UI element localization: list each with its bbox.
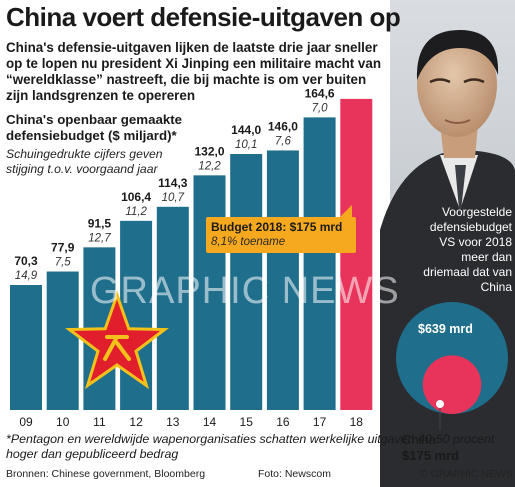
chart-title: China's openbaar gemaakte defensiebudget… xyxy=(6,112,183,143)
growth-label: 12,2 xyxy=(198,160,221,172)
value-label: 144,0 xyxy=(231,123,261,137)
value-label: 164,6 xyxy=(305,86,335,100)
us-budget-value: $639 mrd xyxy=(418,322,473,336)
callout-pointer xyxy=(340,205,352,217)
china-budget-circle xyxy=(422,355,482,414)
tick-label-09: 09 xyxy=(19,415,33,429)
growth-label: 7,0 xyxy=(312,102,329,114)
tick-label-14: 14 xyxy=(203,415,217,429)
comparison-text: Voorgestelde defensiebudget VS voor 2018… xyxy=(423,205,512,294)
tick-label-16: 16 xyxy=(276,415,290,429)
bar-10 xyxy=(46,271,79,410)
value-label: 146,0 xyxy=(268,119,298,133)
tick-label-17: 17 xyxy=(313,415,327,429)
footnote: *Pentagon en wereldwijde wapenorganisati… xyxy=(6,432,495,461)
tick-label-15: 15 xyxy=(240,415,254,429)
growth-label: 7,6 xyxy=(275,135,292,147)
chart-note: Schuingedrukte cijfers geven stijging t.… xyxy=(6,147,163,176)
tick-label-12: 12 xyxy=(129,415,143,429)
growth-label: 7,5 xyxy=(55,257,72,269)
sources: Bronnen: Chinese government, Bloomberg xyxy=(6,468,206,480)
budget-callout: Budget 2018: $175 mrd 8,1% toename xyxy=(206,217,356,253)
china-label: China xyxy=(402,432,436,447)
callout-subtitle: 8,1% toename xyxy=(211,236,286,248)
value-label: 106,4 xyxy=(121,190,151,204)
tick-label-10: 10 xyxy=(56,415,70,429)
page-title: China voert defensie-uitgaven op xyxy=(6,2,401,32)
watermark-text: GRAPHIC NEWS xyxy=(90,270,400,312)
china-marker-dot xyxy=(436,400,444,408)
bar-13 xyxy=(156,206,189,410)
bar-18 xyxy=(340,98,373,410)
growth-label: 10,1 xyxy=(235,139,257,151)
star-glyph xyxy=(103,335,131,361)
value-label: 70,3 xyxy=(14,254,38,268)
tick-label-18: 18 xyxy=(350,415,364,429)
callout-title: Budget 2018: $175 mrd xyxy=(211,220,343,234)
growth-label: 14,9 xyxy=(15,270,38,282)
tick-label-13: 13 xyxy=(166,415,180,429)
bar-15 xyxy=(230,154,263,410)
photo-credit: Foto: Newscom xyxy=(258,468,331,480)
tick-label-11: 11 xyxy=(93,415,106,429)
pla-star-emblem xyxy=(65,290,169,390)
value-label: 132,0 xyxy=(194,144,224,158)
china-budget-value: $175 mrd xyxy=(402,448,460,463)
growth-label: 11,2 xyxy=(125,206,147,218)
intro-text: China's defensie-uitgaven lijken de laat… xyxy=(6,40,382,103)
growth-label: 10,7 xyxy=(162,192,185,204)
bar-16 xyxy=(266,150,299,410)
bar-14 xyxy=(193,175,226,410)
copyright: © GRAPHIC NEWS xyxy=(420,468,513,480)
bar-17 xyxy=(303,117,336,410)
value-label: 114,3 xyxy=(158,176,188,190)
value-label: 91,5 xyxy=(88,216,112,230)
bar-09 xyxy=(10,285,42,410)
value-label: 77,9 xyxy=(51,241,75,255)
growth-label: 12,7 xyxy=(88,232,111,244)
